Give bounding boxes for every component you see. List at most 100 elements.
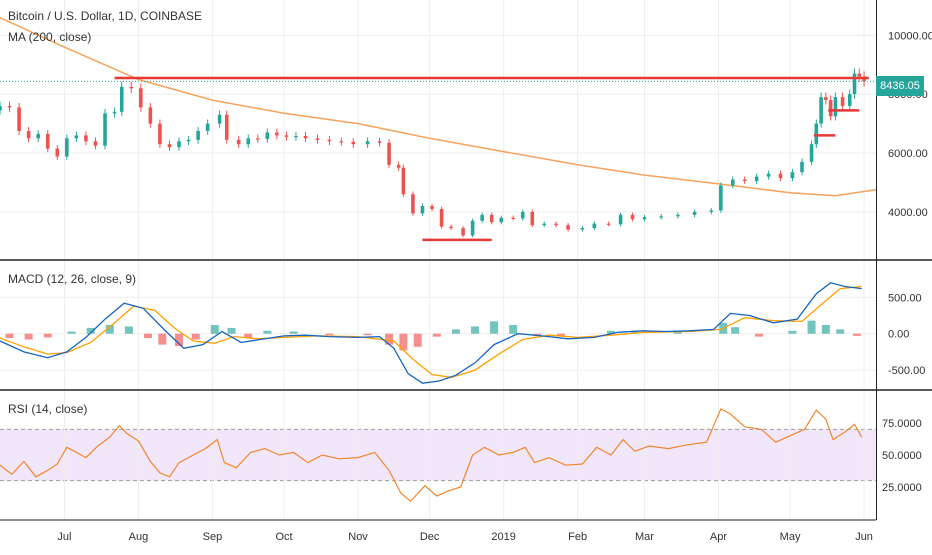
candle-body-13 bbox=[119, 86, 124, 112]
candle-body-53 bbox=[520, 211, 525, 219]
candle-body-39 bbox=[387, 142, 391, 165]
rsi-tick-label-2: 25.0000 bbox=[882, 482, 922, 494]
macd-histogram-bar-33 bbox=[755, 333, 764, 337]
candle-body-68 bbox=[719, 185, 723, 211]
rsi-tick-label-1: 50.0000 bbox=[882, 450, 922, 462]
candle-body-62 bbox=[630, 214, 635, 220]
macd-histogram-bar-30 bbox=[673, 332, 682, 334]
candle-body-0 bbox=[0, 105, 2, 111]
candle-body-25 bbox=[236, 139, 241, 145]
candle-body-81 bbox=[833, 97, 838, 117]
macd-histogram-bar-27 bbox=[556, 333, 565, 336]
macd-histogram-bar-7 bbox=[143, 333, 152, 339]
candle-body-74 bbox=[790, 172, 795, 179]
candle-body-52 bbox=[511, 217, 515, 219]
candle-body-9 bbox=[84, 135, 88, 142]
macd-histogram-bar-2 bbox=[43, 333, 52, 338]
macd-histogram-bar-28 bbox=[607, 330, 616, 334]
candle-body-58 bbox=[580, 228, 585, 230]
candle-body-67 bbox=[709, 210, 714, 212]
candle-body-72 bbox=[766, 173, 771, 177]
macd-histogram-bar-18 bbox=[385, 333, 394, 345]
candle-body-16 bbox=[148, 107, 153, 124]
candle-body-64 bbox=[659, 216, 663, 218]
macd-histogram-bar-17 bbox=[363, 333, 372, 336]
candle-body-20 bbox=[186, 139, 191, 142]
candle-body-84 bbox=[852, 73, 857, 95]
candle-body-35 bbox=[339, 141, 344, 143]
candle-body-65 bbox=[676, 214, 680, 217]
candle-body-50 bbox=[489, 214, 494, 223]
macd-histogram-bar-1 bbox=[24, 333, 33, 340]
time-tick-label-4: Nov bbox=[348, 531, 368, 543]
candle-body-47 bbox=[461, 228, 465, 236]
candle-body-41 bbox=[401, 167, 406, 195]
candle-body-23 bbox=[217, 114, 222, 124]
macd-tick-label-1: 0.00 bbox=[888, 329, 909, 341]
candle-body-61 bbox=[618, 214, 623, 225]
macd-tick-label-2: -500.00 bbox=[888, 365, 925, 377]
time-tick-label-7: Feb bbox=[568, 531, 587, 543]
rsi-panel-title: RSI (14, close) bbox=[8, 402, 88, 416]
candle-body-10 bbox=[93, 141, 98, 146]
candle-body-45 bbox=[439, 208, 444, 227]
candle-body-75 bbox=[800, 161, 804, 173]
candle-body-7 bbox=[65, 138, 69, 157]
candle-body-38 bbox=[377, 141, 382, 143]
candle-body-43 bbox=[420, 206, 425, 214]
macd-histogram-bar-4 bbox=[86, 327, 95, 334]
macd-histogram-bar-32 bbox=[731, 327, 740, 334]
candle-body-21 bbox=[196, 130, 200, 140]
price-panel-title: Bitcoin / U.S. Dollar, 1D, COINBASE bbox=[8, 9, 203, 23]
candle-body-46 bbox=[449, 226, 453, 229]
macd-histogram-bar-19 bbox=[399, 333, 408, 351]
candle-body-40 bbox=[396, 164, 401, 168]
macd-histogram-bar-8 bbox=[158, 333, 167, 345]
macd-histogram-bar-0 bbox=[5, 333, 14, 339]
candle-body-30 bbox=[284, 135, 289, 137]
candle-body-36 bbox=[351, 141, 356, 145]
price-tick-label-0: 4000.00 bbox=[888, 207, 928, 219]
candle-body-63 bbox=[642, 217, 647, 220]
candle-body-49 bbox=[480, 214, 484, 221]
time-tick-label-10: May bbox=[780, 531, 801, 543]
candle-body-19 bbox=[177, 141, 181, 148]
macd-histogram-bar-20 bbox=[413, 333, 422, 347]
macd-histogram-bar-14 bbox=[263, 330, 272, 334]
candle-body-55 bbox=[542, 223, 547, 226]
candle-body-66 bbox=[692, 211, 697, 215]
macd-histogram-bar-5 bbox=[105, 325, 114, 334]
ma-200-line bbox=[0, 17, 877, 197]
macd-histogram-bar-23 bbox=[470, 326, 479, 334]
time-tick-label-3: Oct bbox=[275, 531, 292, 543]
macd-histogram-bar-25 bbox=[509, 325, 518, 334]
candle-body-27 bbox=[255, 138, 260, 140]
candle-body-76 bbox=[809, 144, 814, 162]
candle-body-83 bbox=[847, 94, 852, 106]
macd-signal-line bbox=[0, 285, 862, 379]
macd-histogram-bar-35 bbox=[807, 320, 816, 334]
candle-body-70 bbox=[742, 179, 747, 182]
time-tick-label-11: Jun bbox=[855, 531, 873, 543]
macd-histogram-bar-24 bbox=[490, 321, 499, 334]
candle-body-17 bbox=[158, 123, 162, 145]
candle-body-69 bbox=[730, 179, 735, 186]
candle-body-8 bbox=[74, 135, 79, 139]
macd-histogram-bar-34 bbox=[788, 330, 797, 334]
macd-histogram-bar-9 bbox=[175, 333, 184, 347]
macd-histogram-bar-12 bbox=[227, 327, 236, 334]
candle-body-48 bbox=[470, 220, 475, 236]
candle-body-2 bbox=[17, 107, 21, 131]
time-tick-label-9: Apr bbox=[710, 531, 727, 543]
candle-body-6 bbox=[55, 148, 60, 157]
price-tick-label-3: 10000.00 bbox=[888, 30, 932, 42]
candle-body-60 bbox=[606, 223, 611, 225]
candle-body-26 bbox=[246, 138, 251, 145]
candle-body-80 bbox=[828, 100, 833, 117]
macd-histogram-bar-36 bbox=[821, 325, 830, 334]
candle-body-24 bbox=[224, 114, 229, 140]
candle-body-78 bbox=[819, 97, 823, 124]
candle-body-82 bbox=[840, 97, 845, 106]
